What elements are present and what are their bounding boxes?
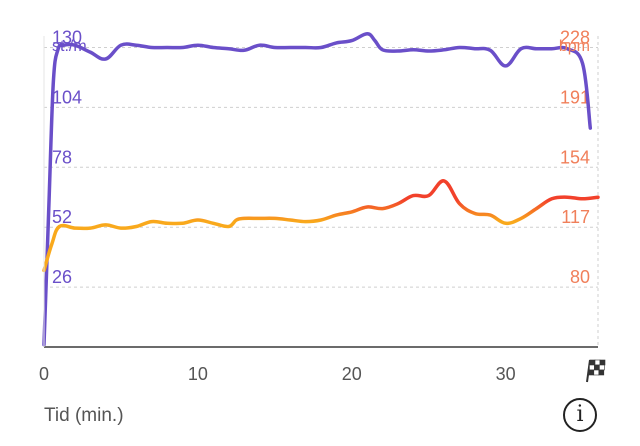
right-tick-label: 80 bbox=[570, 267, 590, 287]
flag-square bbox=[599, 364, 605, 371]
flag-square bbox=[593, 369, 600, 376]
right-axis-ticks: 80 117 154 191 228 bbox=[560, 28, 590, 288]
heart-rate-line bbox=[42, 179, 600, 273]
left-tick-label: 130 bbox=[52, 28, 82, 48]
right-tick-label: 228 bbox=[560, 28, 590, 48]
series-layer bbox=[42, 31, 600, 347]
flag-square bbox=[594, 359, 601, 366]
x-tick-label: 20 bbox=[342, 364, 362, 384]
cadence-line bbox=[42, 31, 593, 347]
right-tick-label: 117 bbox=[561, 207, 590, 227]
left-tick-label: 104 bbox=[52, 87, 82, 107]
left-tick-label: 78 bbox=[52, 147, 72, 167]
x-axis-ticks: 0 10 20 30 bbox=[39, 364, 516, 384]
x-axis-title: Tid (min.) bbox=[44, 405, 124, 426]
flag-square bbox=[599, 359, 606, 366]
checkered-flag-icon bbox=[586, 359, 606, 383]
right-tick-label: 191 bbox=[560, 87, 590, 107]
right-tick-label: 154 bbox=[560, 147, 590, 167]
flag-square bbox=[594, 364, 600, 371]
x-tick-label: 30 bbox=[496, 364, 516, 384]
flag-square bbox=[598, 369, 605, 376]
left-axis-ticks: 26 52 78 104 130 bbox=[52, 28, 82, 288]
left-tick-label: 26 bbox=[52, 267, 72, 287]
x-tick-label: 0 bbox=[39, 364, 49, 384]
grid-lines bbox=[44, 36, 599, 347]
left-axis-unit: st./m bbox=[52, 38, 87, 55]
flag-square bbox=[589, 364, 595, 371]
left-tick-label: 52 bbox=[52, 207, 72, 227]
flag-square bbox=[588, 369, 595, 376]
x-tick-label: 10 bbox=[188, 364, 208, 384]
right-axis-unit: bpm bbox=[559, 38, 590, 55]
flag-square bbox=[589, 359, 596, 366]
info-button[interactable]: i bbox=[563, 398, 597, 432]
info-icon: i bbox=[576, 402, 584, 427]
